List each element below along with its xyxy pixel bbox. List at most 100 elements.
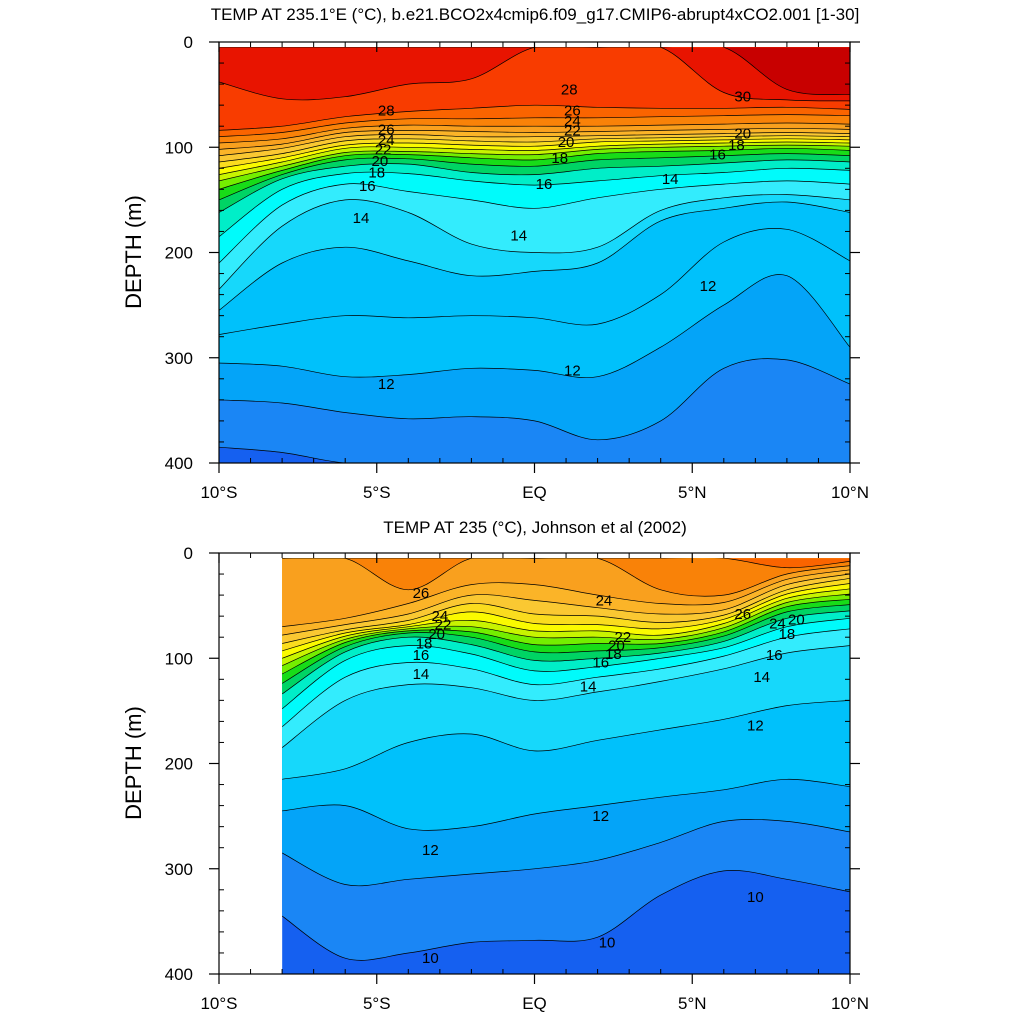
contour-label: 20 <box>372 153 389 170</box>
contour-label: 10 <box>747 889 764 906</box>
isotherm-line-12.5 <box>219 228 850 335</box>
isotherm-line-15 <box>282 628 851 727</box>
y-tick-label: 400 <box>165 454 193 473</box>
contour-label: 20 <box>428 626 445 643</box>
contour-label: 22 <box>375 141 392 158</box>
isotherm-line-26 <box>219 122 850 144</box>
isotherm-line-13 <box>282 700 851 780</box>
y-tick-label: 0 <box>184 33 193 52</box>
isotherm-line-17 <box>282 610 851 695</box>
contour-label: 16 <box>766 647 783 664</box>
y-tick-label: 100 <box>165 138 193 157</box>
isotherm-line-16 <box>282 617 851 710</box>
isotherm-line-22 <box>219 138 850 169</box>
isotherm-band-27 <box>282 558 851 568</box>
contour-label: 24 <box>596 592 613 609</box>
contour-label: 16 <box>592 654 609 671</box>
contour-label: 16 <box>359 178 376 195</box>
contour-label: 20 <box>558 134 575 151</box>
contour-label: 14 <box>662 171 679 188</box>
isotherm-band-29 <box>219 47 850 101</box>
contour-label: 12 <box>378 376 395 393</box>
y-tick-label: 400 <box>165 965 193 984</box>
contour-label: 18 <box>728 137 745 154</box>
contour-label: 30 <box>734 89 751 106</box>
contour-label: 14 <box>580 679 597 696</box>
y-tick-label: 300 <box>165 860 193 879</box>
contour-label: 14 <box>753 669 770 686</box>
contour-fills <box>219 47 850 463</box>
y-tick-label: 100 <box>165 649 193 668</box>
isotherm-line-14 <box>219 194 850 290</box>
isotherm-line-24 <box>282 573 851 636</box>
contour-label: 24 <box>378 132 395 149</box>
contour-label: 22 <box>564 122 581 139</box>
isotherm-line-12 <box>219 274 850 378</box>
isotherm-line-12 <box>282 778 851 831</box>
contour-label: 26 <box>413 585 430 602</box>
x-tick-label: EQ <box>522 994 547 1013</box>
isotherm-line-23 <box>282 577 851 644</box>
x-tick-label: 10°N <box>831 994 869 1013</box>
isotherm-line-19 <box>219 147 850 190</box>
isotherm-line-10 <box>282 870 851 961</box>
contour-label: 12 <box>564 362 581 379</box>
contour-label: 22 <box>435 617 452 634</box>
isotherm-line-22 <box>282 583 851 652</box>
contour-label: 28 <box>561 81 578 98</box>
contour-label: 18 <box>368 165 385 182</box>
contour-label: 12 <box>700 278 717 295</box>
contour-label: 18 <box>779 626 796 643</box>
y-tick-label: 300 <box>165 349 193 368</box>
contour-label: 20 <box>734 126 751 143</box>
isotherm-line-11 <box>282 819 851 887</box>
isotherm-band-30 <box>219 47 850 95</box>
isotherm-line-27 <box>282 558 851 569</box>
bottom-panel-title: TEMP AT 235 (°C), Johnson et al (2002) <box>383 518 687 537</box>
x-tick-label: 10°N <box>831 483 869 502</box>
contour-label: 18 <box>605 646 622 663</box>
contour-label: 14 <box>353 210 370 227</box>
y-tick-label: 200 <box>165 755 193 774</box>
contour-label: 28 <box>378 102 395 119</box>
contour-label: 16 <box>536 176 553 193</box>
contour-label: 26 <box>378 121 395 138</box>
isotherm-line-13 <box>219 201 850 311</box>
isotherm-line-18 <box>219 153 850 201</box>
isotherm-line-28 <box>219 104 850 131</box>
contour-label: 24 <box>769 616 786 633</box>
x-tick-label: EQ <box>522 483 547 502</box>
isotherm-line-24 <box>219 132 850 157</box>
isotherm-line-19 <box>282 598 851 675</box>
isotherm-line-17 <box>219 159 850 213</box>
contour-label: 14 <box>413 666 430 683</box>
contour-label: 16 <box>413 647 430 664</box>
isotherm-band-26 <box>282 558 851 597</box>
contour-label: 12 <box>747 718 764 735</box>
contour-label: 14 <box>510 228 527 245</box>
contour-label: 24 <box>432 608 449 625</box>
contour-label: 20 <box>608 638 625 655</box>
isotherm-line-23 <box>219 135 850 163</box>
contour-label: 26 <box>564 102 581 119</box>
isotherm-line-21 <box>282 588 851 659</box>
isotherm-line-18 <box>282 604 851 684</box>
contour-label: 24 <box>564 113 581 130</box>
x-tick-label: 10°S <box>200 994 237 1013</box>
contour-label: 18 <box>416 636 433 653</box>
isotherm-line-10.5 <box>219 446 850 463</box>
bottom-y-axis-label: DEPTH (m) <box>121 706 146 820</box>
contour-label: 10 <box>422 950 439 967</box>
isotherm-line-16 <box>219 167 850 237</box>
isotherm-line-20 <box>219 144 850 182</box>
top-y-axis-label: DEPTH (m) <box>121 195 146 309</box>
contour-fills <box>282 558 851 974</box>
isotherm-line-20 <box>282 593 851 666</box>
y-tick-label: 200 <box>165 244 193 263</box>
isotherm-line-25 <box>282 569 851 628</box>
isotherm-line-11 <box>219 358 850 441</box>
isotherm-line-26 <box>282 558 851 597</box>
